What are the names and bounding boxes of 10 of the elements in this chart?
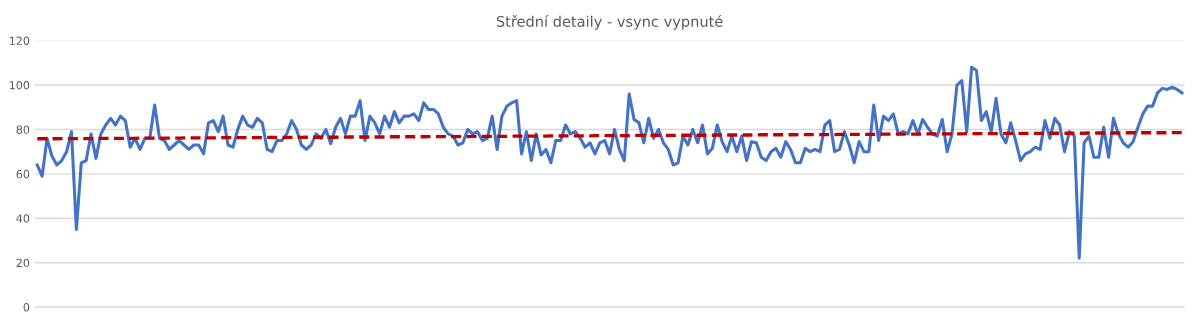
chart-title: Střední detaily - vsync vypnuté bbox=[496, 15, 723, 30]
y-tick-label: 120 bbox=[9, 36, 30, 45]
line-series bbox=[35, 130, 1184, 141]
y-tick-label: 20 bbox=[16, 258, 30, 268]
y-tick-label: 60 bbox=[16, 169, 30, 179]
y-tick-label: 80 bbox=[16, 125, 30, 134]
y-tick-label: 40 bbox=[16, 214, 30, 223]
y-tick-label: 0 bbox=[23, 303, 30, 312]
line-series bbox=[35, 65, 1184, 260]
y-tick-label: 100 bbox=[9, 81, 30, 90]
